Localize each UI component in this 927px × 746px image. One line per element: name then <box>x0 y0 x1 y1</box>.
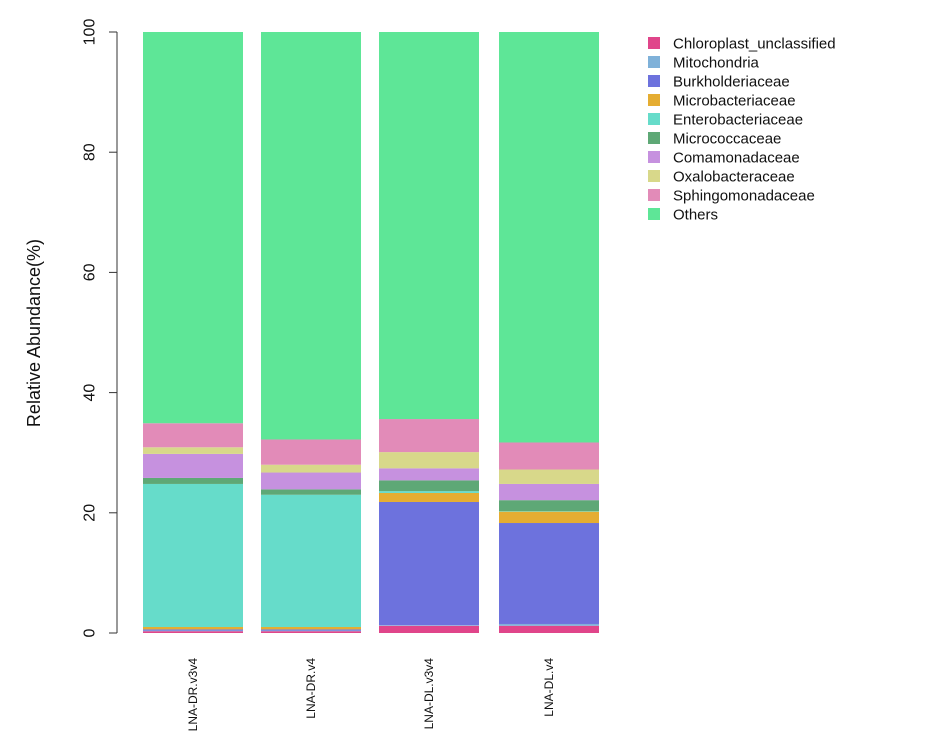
legend-label: Microbacteriaceae <box>673 92 796 109</box>
bar-segment <box>379 492 479 502</box>
x-tick-label: LNA-DR.v4 <box>304 658 318 719</box>
legend-swatch <box>648 208 660 220</box>
bar-segment <box>499 32 599 443</box>
bar-segment <box>499 511 599 524</box>
y-axis-label: Relative Abundance(%) <box>24 239 44 427</box>
bar-segment <box>143 630 243 632</box>
legend-label: Enterobacteriaceae <box>673 111 803 128</box>
bar-segment <box>261 629 361 631</box>
legend-label: Mitochondria <box>673 54 760 71</box>
legend-label: Micrococcaceae <box>673 130 781 147</box>
legend-swatch <box>648 170 660 182</box>
legend-label: Comamonadaceae <box>673 149 800 166</box>
bar-stack-2 <box>379 32 479 633</box>
x-tick-label: LNA-DR.v3v4 <box>186 658 200 732</box>
bar-segment <box>379 625 479 626</box>
bar-segment <box>143 629 243 631</box>
y-axis: 0 20 40 60 80 100 <box>82 19 118 637</box>
bar-stack-1 <box>261 32 361 633</box>
bars <box>143 32 599 633</box>
bar-segment <box>499 623 599 626</box>
bar-segment <box>261 489 361 495</box>
bar-segment <box>379 452 479 469</box>
y-tick-label: 80 <box>82 143 99 161</box>
bar-segment <box>143 477 243 484</box>
bar-segment <box>499 523 599 624</box>
bar-segment <box>261 472 361 490</box>
bar-segment <box>143 32 243 424</box>
legend-swatch <box>648 189 660 201</box>
bar-segment <box>261 464 361 473</box>
bar-segment <box>379 501 479 626</box>
bar-segment <box>379 480 479 492</box>
legend-swatch <box>648 75 660 87</box>
legend-swatch <box>648 113 660 125</box>
legend-swatch <box>648 132 660 144</box>
legend-label: Burkholderiaceae <box>673 73 790 90</box>
legend-label: Oxalobacteraceae <box>673 168 795 185</box>
bar-segment <box>261 631 361 633</box>
bar-segment <box>261 494 361 627</box>
bar-segment <box>143 483 243 627</box>
x-tick-label: LNA-DL.v4 <box>542 658 556 717</box>
x-tick-label: LNA-DL.v3v4 <box>422 658 436 730</box>
bar-segment <box>499 625 599 633</box>
bar-segment <box>261 439 361 465</box>
bar-segment <box>261 626 361 630</box>
bar-segment <box>143 447 243 454</box>
bar-segment <box>499 469 599 484</box>
y-tick-label: 20 <box>82 504 99 522</box>
bar-stack-3 <box>499 32 599 633</box>
bar-segment <box>261 32 361 440</box>
legend-label: Chloroplast_unclassified <box>673 35 836 52</box>
bar-stack-0 <box>143 32 243 633</box>
bar-segment <box>379 468 479 481</box>
legend: Chloroplast_unclassified Mitochondria Burk… <box>648 35 836 223</box>
legend-swatch <box>648 94 660 106</box>
bar-segment <box>499 483 599 501</box>
bar-segment <box>261 630 361 632</box>
bar-segment <box>499 510 599 512</box>
legend-swatch <box>648 151 660 163</box>
legend-swatch <box>648 37 660 49</box>
legend-label: Sphingomonadaceae <box>673 187 815 204</box>
bar-segment <box>379 32 479 420</box>
y-tick-label: 100 <box>82 19 99 46</box>
legend-swatch <box>648 56 660 68</box>
x-tick-labels: LNA-DR.v3v4 LNA-DR.v4 LNA-DL.v3v4 LNA-DL.v4 <box>186 658 556 732</box>
bar-segment <box>379 625 479 633</box>
legend-label: Others <box>673 206 718 223</box>
y-tick-label: 0 <box>82 628 99 637</box>
bar-segment <box>379 491 479 493</box>
bar-segment <box>143 626 243 630</box>
bar-segment <box>143 631 243 633</box>
bar-segment <box>143 453 243 478</box>
bar-segment <box>143 423 243 448</box>
y-tick-label: 40 <box>82 384 99 402</box>
bar-segment <box>499 442 599 470</box>
y-tick-label: 60 <box>82 263 99 281</box>
bar-segment <box>499 500 599 511</box>
bar-segment <box>379 419 479 453</box>
